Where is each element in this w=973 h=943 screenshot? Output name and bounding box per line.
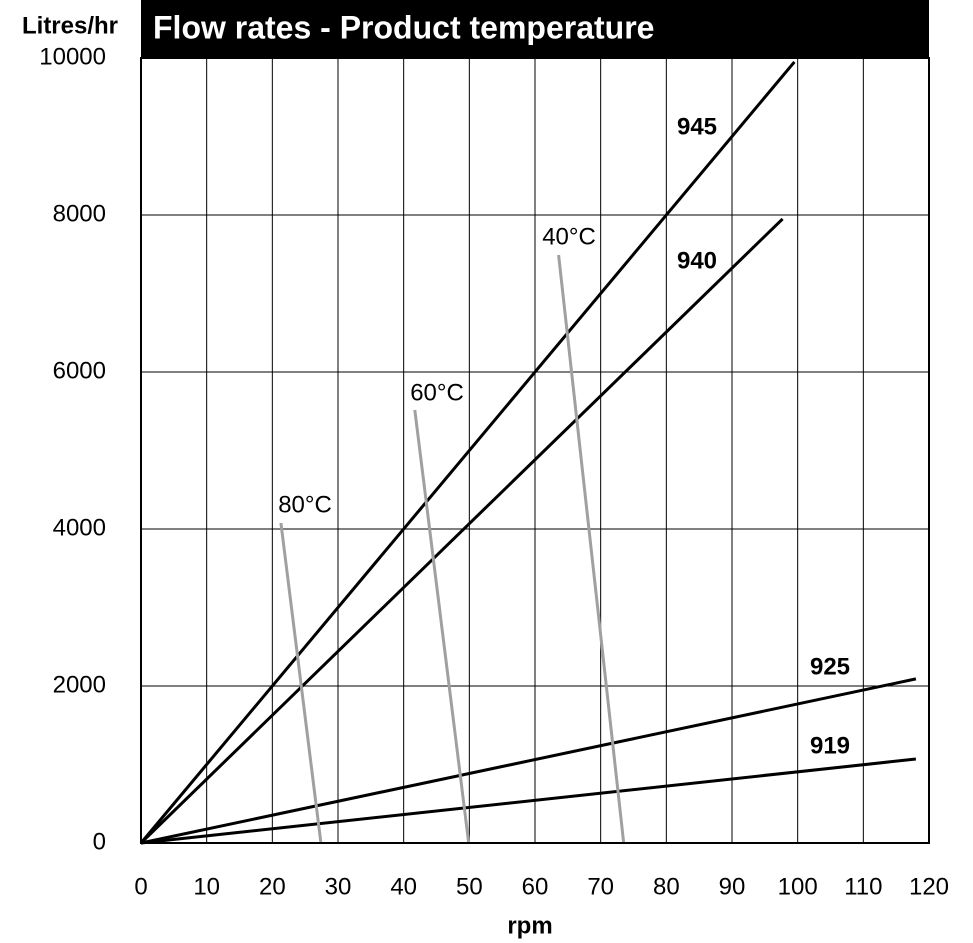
series-label: 940 bbox=[677, 247, 717, 274]
series-label: 919 bbox=[810, 732, 850, 759]
x-tick-label: 0 bbox=[134, 873, 147, 900]
x-axis-label: rpm bbox=[507, 912, 552, 939]
title-bar bbox=[141, 0, 929, 58]
series-line bbox=[140, 757, 917, 845]
x-tick-label: 100 bbox=[778, 873, 818, 900]
series-line bbox=[557, 254, 626, 844]
series-label: 80°C bbox=[278, 491, 332, 518]
series-line bbox=[139, 60, 796, 844]
y-tick-label: 4000 bbox=[53, 514, 106, 541]
x-tick-label: 110 bbox=[844, 873, 882, 900]
series-line bbox=[140, 677, 917, 845]
y-tick-label: 2000 bbox=[53, 671, 106, 698]
series-line bbox=[279, 522, 323, 844]
y-axis-label: Litres/hr bbox=[22, 12, 118, 39]
grid bbox=[140, 57, 930, 844]
x-tick-label: 70 bbox=[587, 873, 614, 900]
y-tick-label: 10000 bbox=[39, 43, 106, 70]
x-tick-label: 30 bbox=[325, 873, 352, 900]
x-tick-label: 90 bbox=[719, 873, 746, 900]
y-tick-label: 8000 bbox=[53, 200, 106, 227]
y-tick-label: 6000 bbox=[53, 357, 106, 384]
chart-title: Flow rates - Product temperature bbox=[153, 9, 654, 45]
series-label: 40°C bbox=[542, 223, 596, 250]
x-tick-label: 20 bbox=[259, 873, 286, 900]
x-tick-label: 10 bbox=[193, 873, 220, 900]
x-tick-label: 50 bbox=[456, 873, 483, 900]
series-label: 60°C bbox=[410, 379, 464, 406]
x-tick-label: 120 bbox=[909, 873, 949, 900]
x-tick-label: 60 bbox=[522, 873, 549, 900]
series-line bbox=[413, 409, 471, 844]
series-lines bbox=[139, 60, 917, 845]
x-tick-label: 40 bbox=[390, 873, 417, 900]
y-tick-label: 0 bbox=[93, 828, 106, 855]
series-label: 945 bbox=[677, 113, 717, 140]
series-label: 925 bbox=[810, 653, 850, 680]
x-tick-label: 80 bbox=[653, 873, 680, 900]
plot-border bbox=[140, 57, 930, 844]
series-line bbox=[139, 217, 784, 845]
